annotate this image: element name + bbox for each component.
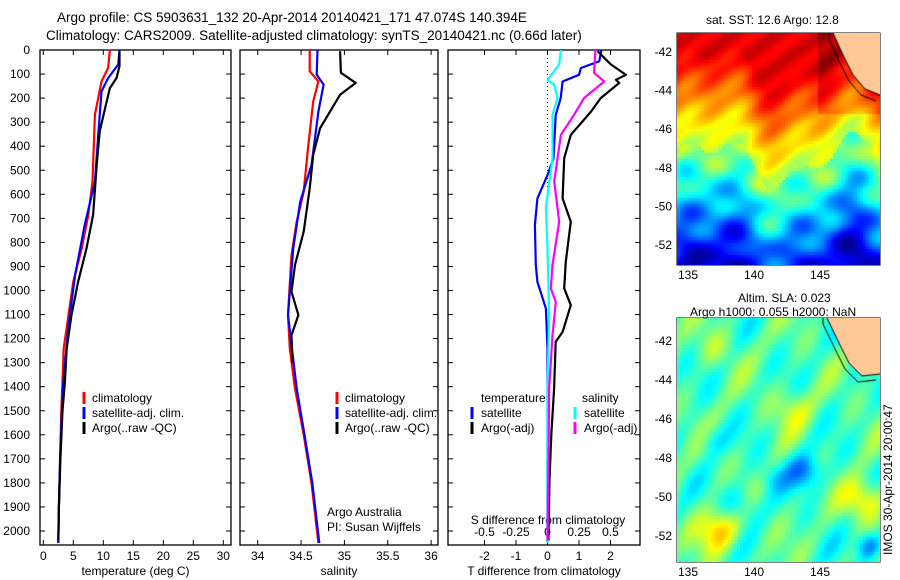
- figure-title-line2: Climatology: CARS2009. Satellite-adjuste…: [46, 28, 582, 43]
- lat-tick-label: -44: [655, 373, 673, 387]
- depth-tick-label: 1100: [4, 308, 30, 322]
- legend-label: Argo(..raw -QC): [345, 421, 430, 435]
- lon-tick-label: 135: [678, 565, 698, 579]
- lat-tick-label: -48: [655, 161, 673, 175]
- depth-tick-label: 1600: [3, 428, 30, 442]
- lon-tick-label: 135: [678, 268, 698, 282]
- series-line-s-argo-adj-: [546, 49, 606, 541]
- panel-2-frame: [239, 49, 439, 546]
- depth-tick-label: 2000: [3, 524, 30, 538]
- x-tick-label: 15: [127, 549, 141, 563]
- lat-tick-label: -52: [655, 238, 673, 252]
- lat-tick-label: -44: [655, 84, 673, 98]
- s-diff-tick-label: -0.25: [502, 525, 530, 539]
- x-tick-label: 30: [217, 549, 231, 563]
- lat-tick-label: -50: [655, 199, 673, 213]
- sla-map-title-line2: Argo h1000: 0.055 h2000: NaN: [690, 305, 857, 319]
- depth-tick-label: 1000: [3, 284, 30, 298]
- depth-tick-label: 1200: [3, 332, 30, 346]
- x-tick-label: 20: [157, 549, 171, 563]
- depth-tick-label: 300: [10, 115, 30, 129]
- lat-tick-label: -42: [655, 45, 673, 59]
- annotation-pi: PI: Susan Wijffels: [327, 520, 421, 534]
- series-line-satellite-adj-clim-: [286, 49, 325, 544]
- s-diff-tick-label: 0.25: [567, 525, 591, 539]
- lat-tick-label: -52: [655, 529, 673, 543]
- s-diff-tick-label: -0.5: [474, 525, 495, 539]
- figure-title-line1: Argo profile: CS 5903631_132 20-Apr-2014…: [57, 10, 527, 25]
- x-tick-label: 36: [424, 549, 438, 563]
- panel-3-frame: [447, 49, 641, 546]
- depth-tick-label: 1800: [3, 476, 30, 490]
- series-line-argo-raw-qc-: [57, 51, 121, 541]
- x-tick-label: -2: [479, 549, 490, 563]
- legend-label: Argo(-adj): [584, 421, 637, 435]
- x-tick-label: 0: [40, 549, 47, 563]
- x-tick-label: 1: [576, 549, 583, 563]
- x-tick-label: -1: [511, 549, 522, 563]
- x-tick-label: 25: [187, 549, 201, 563]
- x-tick-label: 35: [338, 549, 352, 563]
- depth-tick-label: 700: [10, 211, 30, 225]
- depth-tick-label: 800: [10, 235, 30, 249]
- sla-map-image: [677, 318, 880, 562]
- x-tick-label: 34.5: [289, 549, 313, 563]
- s-diff-tick-label: 0.5: [602, 525, 619, 539]
- lat-tick-label: -42: [655, 334, 673, 348]
- series-line-s-satellite: [544, 49, 562, 543]
- panel-1-frame: [39, 49, 232, 546]
- imos-credit: IMOS 30-Apr-2014 20:00:47: [881, 404, 895, 555]
- x-tick-label: 5: [70, 549, 77, 563]
- legend-label: satellite-adj. clim.: [345, 406, 437, 420]
- x-tick-label: 34: [251, 549, 265, 563]
- lon-tick-label: 145: [810, 268, 830, 282]
- legend-header-salinity: salinity: [582, 391, 619, 405]
- x-tick-label: 2: [607, 549, 614, 563]
- legend-label: satellite: [481, 406, 522, 420]
- lon-tick-label: 140: [744, 268, 764, 282]
- depth-tick-label: 400: [10, 139, 30, 153]
- depth-tick-label: 0: [23, 43, 30, 57]
- x-tick-label: 10: [97, 549, 111, 563]
- series-line-satellite-adj-clim-: [57, 49, 121, 544]
- x-axis-label: salinity: [321, 564, 358, 578]
- x-axis-label: T difference from climatology: [467, 564, 621, 578]
- legend-label: Argo(-adj): [481, 421, 534, 435]
- lat-tick-label: -48: [655, 451, 673, 465]
- sst-map-title: sat. SST: 12.6 Argo: 12.8: [706, 13, 839, 27]
- legend-label: climatology: [92, 391, 152, 405]
- series-line-argo-raw-qc-: [290, 51, 357, 363]
- lon-tick-label: 145: [810, 565, 830, 579]
- legend-label: climatology: [345, 391, 405, 405]
- depth-tick-label: 1300: [3, 356, 30, 370]
- depth-tick-label: 1400: [3, 380, 30, 394]
- lon-tick-label: 140: [744, 565, 764, 579]
- x-tick-label: 35.5: [376, 549, 400, 563]
- depth-tick-label: 1900: [3, 500, 30, 514]
- x-tick-label: 0: [544, 549, 551, 563]
- lat-tick-label: -46: [655, 122, 673, 136]
- lat-tick-label: -46: [655, 412, 673, 426]
- depth-tick-label: 1500: [3, 404, 30, 418]
- lat-tick-label: -50: [655, 490, 673, 504]
- depth-tick-label: 600: [10, 187, 30, 201]
- legend-label: satellite: [584, 406, 625, 420]
- legend-header-temperature: temperature: [481, 391, 546, 405]
- depth-tick-label: 500: [10, 163, 30, 177]
- depth-tick-label: 200: [10, 91, 30, 105]
- depth-tick-label: 100: [10, 67, 30, 81]
- legend-label: Argo(..raw -QC): [92, 421, 177, 435]
- x-axis-label: temperature (deg C): [81, 564, 189, 578]
- depth-tick-label: 1700: [3, 452, 30, 466]
- sst-map-image: [677, 33, 880, 265]
- annotation-argo-australia: Argo Australia: [327, 505, 402, 519]
- depth-tick-label: 900: [10, 259, 30, 273]
- series-line-t-argo-adj-: [547, 50, 628, 541]
- legend-label: satellite-adj. clim.: [92, 406, 184, 420]
- sla-map-title-line1: Altim. SLA: 0.023: [738, 291, 831, 305]
